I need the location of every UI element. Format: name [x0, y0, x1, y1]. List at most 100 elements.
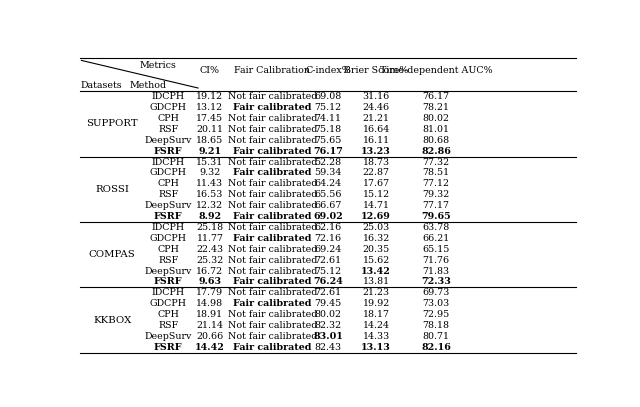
Text: 24.46: 24.46 [362, 103, 390, 112]
Text: 11.43: 11.43 [196, 179, 223, 188]
Text: Not fair calibrated: Not fair calibrated [228, 114, 317, 123]
Text: KKBOX: KKBOX [93, 315, 131, 325]
Text: 14.24: 14.24 [363, 321, 390, 330]
Text: 9.63: 9.63 [198, 278, 221, 287]
Text: 79.65: 79.65 [421, 212, 451, 221]
Text: Fair calibrated: Fair calibrated [233, 212, 312, 221]
Text: 65.15: 65.15 [422, 245, 450, 254]
Text: 72.33: 72.33 [421, 278, 451, 287]
Text: RSF: RSF [158, 256, 179, 265]
Text: 73.03: 73.03 [422, 299, 450, 308]
Text: 75.18: 75.18 [314, 125, 342, 134]
Text: Not fair calibrated: Not fair calibrated [228, 223, 317, 232]
Text: 12.69: 12.69 [361, 212, 391, 221]
Text: FSRF: FSRF [154, 212, 182, 221]
Text: Not fair calibrated: Not fair calibrated [228, 321, 317, 330]
Text: Brier Score%: Brier Score% [344, 66, 408, 75]
Text: 76.24: 76.24 [313, 278, 343, 287]
Text: DeepSurv: DeepSurv [145, 332, 192, 341]
Text: CI%: CI% [200, 66, 220, 75]
Text: 9.21: 9.21 [198, 147, 221, 155]
Text: 16.11: 16.11 [362, 136, 390, 145]
Text: 18.91: 18.91 [196, 310, 223, 319]
Text: IDCPH: IDCPH [152, 223, 185, 232]
Text: 15.31: 15.31 [196, 158, 223, 166]
Text: 82.16: 82.16 [421, 343, 451, 352]
Text: Not fair calibrated: Not fair calibrated [228, 289, 317, 298]
Text: 64.24: 64.24 [314, 179, 342, 188]
Text: 75.12: 75.12 [314, 267, 342, 276]
Text: 18.65: 18.65 [196, 136, 223, 145]
Text: 80.71: 80.71 [422, 332, 450, 341]
Text: 82.32: 82.32 [314, 321, 342, 330]
Text: 16.72: 16.72 [196, 267, 223, 276]
Text: RSF: RSF [158, 125, 179, 134]
Text: 14.71: 14.71 [363, 201, 390, 210]
Text: Time-dependent AUC%: Time-dependent AUC% [380, 66, 492, 75]
Text: 12.32: 12.32 [196, 201, 223, 210]
Text: 72.61: 72.61 [314, 256, 342, 265]
Text: 19.12: 19.12 [196, 92, 223, 101]
Text: Not fair calibrated: Not fair calibrated [228, 125, 317, 134]
Text: 13.42: 13.42 [361, 267, 391, 276]
Text: 8.92: 8.92 [198, 212, 221, 221]
Text: CPH: CPH [157, 245, 179, 254]
Text: 52.28: 52.28 [314, 158, 342, 166]
Text: GDCPH: GDCPH [150, 103, 187, 112]
Text: FSRF: FSRF [154, 343, 182, 352]
Text: 15.12: 15.12 [362, 190, 390, 199]
Text: 83.01: 83.01 [313, 332, 343, 341]
Text: 65.56: 65.56 [314, 190, 342, 199]
Text: Fair Calibration: Fair Calibration [234, 66, 310, 75]
Text: 21.14: 21.14 [196, 321, 223, 330]
Text: 13.13: 13.13 [361, 343, 391, 352]
Text: 80.68: 80.68 [422, 136, 450, 145]
Text: 21.23: 21.23 [362, 289, 390, 298]
Text: Not fair calibrated: Not fair calibrated [228, 92, 317, 101]
Text: 16.53: 16.53 [196, 190, 223, 199]
Text: 82.43: 82.43 [314, 343, 342, 352]
Text: 72.16: 72.16 [314, 234, 342, 243]
Text: 13.23: 13.23 [361, 147, 391, 155]
Text: ROSSI: ROSSI [95, 185, 129, 194]
Text: C-index%: C-index% [305, 66, 351, 75]
Text: 69.24: 69.24 [314, 245, 342, 254]
Text: 63.78: 63.78 [422, 223, 450, 232]
Text: 22.87: 22.87 [363, 168, 390, 177]
Text: 69.08: 69.08 [314, 92, 342, 101]
Text: Fair calibrated: Fair calibrated [233, 299, 312, 308]
Text: 66.21: 66.21 [422, 234, 450, 243]
Text: GDCPH: GDCPH [150, 299, 187, 308]
Text: Fair calibrated: Fair calibrated [233, 103, 312, 112]
Text: IDCPH: IDCPH [152, 158, 185, 166]
Text: 72.61: 72.61 [314, 289, 342, 298]
Text: 69.02: 69.02 [313, 212, 343, 221]
Text: 78.21: 78.21 [422, 103, 450, 112]
Text: 71.83: 71.83 [422, 267, 450, 276]
Text: 14.33: 14.33 [362, 332, 390, 341]
Text: 25.18: 25.18 [196, 223, 223, 232]
Text: IDCPH: IDCPH [152, 289, 185, 298]
Text: 75.12: 75.12 [314, 103, 342, 112]
Text: 74.11: 74.11 [314, 114, 342, 123]
Text: 79.45: 79.45 [314, 299, 342, 308]
Text: 80.02: 80.02 [314, 310, 342, 319]
Text: DeepSurv: DeepSurv [145, 267, 192, 276]
Text: 14.42: 14.42 [195, 343, 225, 352]
Text: 13.81: 13.81 [362, 278, 390, 287]
Text: 13.12: 13.12 [196, 103, 223, 112]
Text: Fair calibrated: Fair calibrated [233, 278, 312, 287]
Text: Method: Method [129, 81, 167, 90]
Text: 18.17: 18.17 [363, 310, 390, 319]
Text: 69.73: 69.73 [422, 289, 450, 298]
Text: Not fair calibrated: Not fair calibrated [228, 245, 317, 254]
Text: 20.11: 20.11 [196, 125, 223, 134]
Text: 19.92: 19.92 [362, 299, 390, 308]
Text: 82.86: 82.86 [421, 147, 451, 155]
Text: Not fair calibrated: Not fair calibrated [228, 179, 317, 188]
Text: 72.95: 72.95 [422, 310, 450, 319]
Text: 78.51: 78.51 [422, 168, 450, 177]
Text: 62.16: 62.16 [314, 223, 342, 232]
Text: 14.98: 14.98 [196, 299, 223, 308]
Text: IDCPH: IDCPH [152, 92, 185, 101]
